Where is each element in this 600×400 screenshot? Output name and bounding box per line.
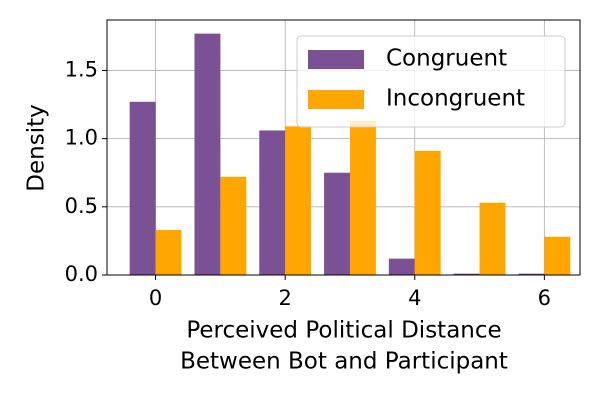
bar — [259, 130, 286, 275]
plot-frame — [106, 19, 581, 276]
bar — [453, 273, 480, 275]
y-tick-label: 1.5 — [65, 57, 98, 81]
bar — [129, 101, 156, 276]
bar — [349, 120, 376, 275]
y-tick-label: 0.5 — [65, 194, 98, 218]
bar — [285, 126, 312, 275]
x-tick-label: 0 — [149, 286, 162, 310]
bar — [220, 176, 247, 275]
bar — [479, 202, 506, 275]
legend-label: Incongruent — [386, 86, 525, 112]
bar — [544, 236, 571, 275]
legend-swatch — [308, 90, 364, 109]
x-axis-label: Between Bot and Participant — [180, 349, 508, 375]
bar — [324, 172, 350, 275]
bar — [388, 258, 415, 275]
x-tick-label: 4 — [408, 286, 421, 310]
bar — [194, 33, 221, 275]
legend-swatch — [308, 50, 364, 69]
x-tick-label: 6 — [538, 286, 551, 310]
y-tick-label: 1.0 — [65, 126, 98, 150]
y-axis-label: Density — [24, 104, 50, 191]
bar — [414, 150, 441, 275]
bar — [518, 273, 545, 275]
x-tick-label: 2 — [278, 286, 291, 310]
bar — [155, 230, 182, 275]
y-tick-label: 0.0 — [65, 262, 98, 286]
legend-label: Congruent — [386, 46, 507, 72]
x-axis-label: Perceived Political Distance — [186, 318, 501, 344]
